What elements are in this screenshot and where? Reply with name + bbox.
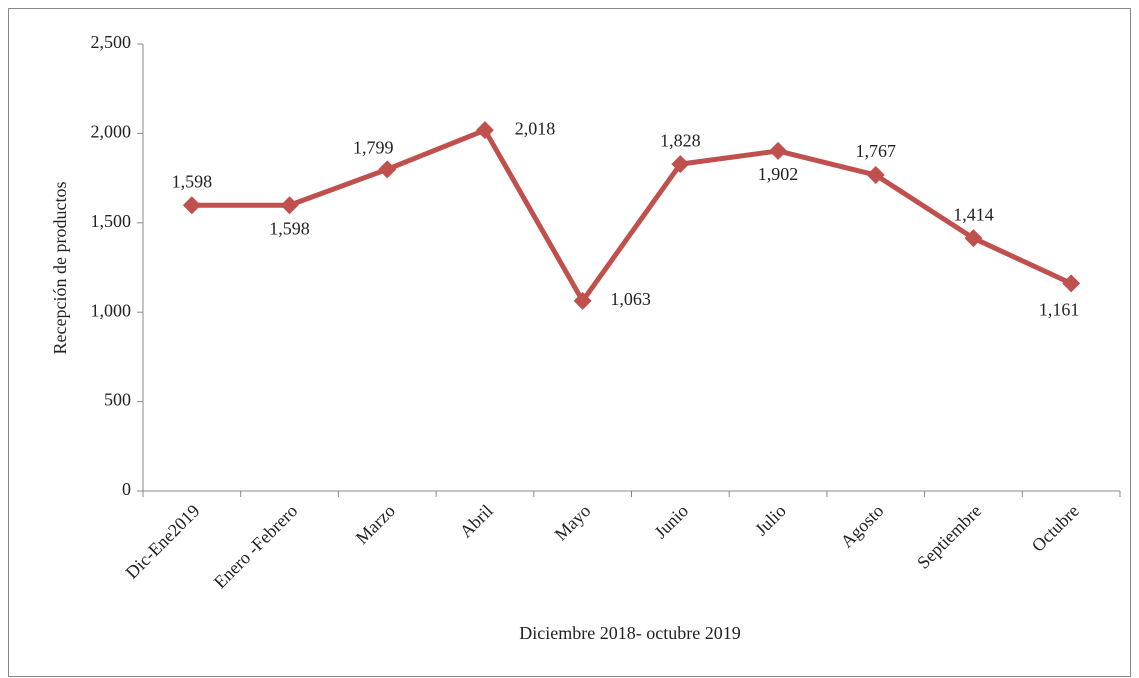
x-tick-label: Julio (751, 501, 790, 540)
y-tick-label: 2,000 (91, 122, 132, 142)
data-marker (671, 155, 690, 174)
x-axis-label: Diciembre 2018- octubre 2019 (519, 623, 740, 643)
x-tick-label: Octubre (1028, 501, 1083, 556)
x-tick-label: Junio (650, 501, 692, 543)
data-marker (378, 160, 397, 179)
x-tick-label: Dic-Ene2019 (122, 501, 204, 583)
data-label: 1,767 (856, 141, 897, 161)
data-marker (769, 141, 788, 160)
y-tick-label: 500 (104, 390, 131, 410)
data-marker (475, 121, 494, 140)
data-label: 1,161 (1039, 300, 1080, 320)
x-tick-label: Abril (456, 501, 497, 542)
x-tick-label: Agosto (837, 501, 888, 552)
data-label: 2,018 (515, 118, 556, 138)
x-tick-label: Mayo (551, 501, 595, 545)
data-label: 1,828 (660, 130, 701, 150)
data-label: 1,902 (758, 164, 799, 184)
data-label: 1,799 (353, 137, 394, 157)
data-marker (182, 196, 201, 215)
x-tick-label: Enero -Febrero (210, 501, 302, 593)
y-tick-label: 1,500 (91, 211, 132, 231)
x-tick-label: Septiembre (913, 501, 985, 573)
data-label: 1,063 (610, 289, 651, 309)
data-marker (1062, 274, 1081, 293)
y-tick-label: 2,500 (91, 32, 132, 52)
data-marker (866, 166, 885, 185)
y-tick-label: 0 (122, 479, 131, 499)
data-line (191, 127, 1073, 304)
data-label: 1,598 (269, 218, 310, 238)
data-marker (280, 196, 299, 215)
x-tick-label: Marzo (352, 501, 399, 548)
data-label: 1,598 (172, 171, 213, 191)
y-axis-label: Recepción de productos (50, 182, 70, 355)
data-marker (573, 291, 592, 310)
y-tick-label: 1,000 (91, 300, 132, 320)
chart-border (8, 8, 1131, 677)
data-label: 1,414 (953, 204, 994, 224)
data-marker (964, 229, 983, 248)
